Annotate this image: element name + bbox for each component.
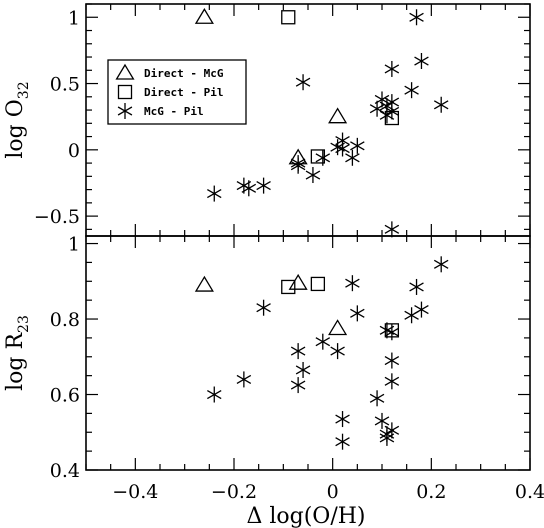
star-point bbox=[433, 96, 449, 113]
legend-triangle-icon bbox=[115, 63, 135, 80]
y-tick-label: 0 bbox=[68, 140, 80, 162]
star-point bbox=[350, 305, 365, 322]
star-point bbox=[409, 278, 424, 295]
star-point bbox=[335, 433, 350, 450]
y-tick-label: 0.4 bbox=[50, 460, 80, 482]
x-tick-label: −0.4 bbox=[112, 481, 158, 503]
y-tick-label: 0.5 bbox=[50, 74, 80, 96]
star-point bbox=[409, 9, 424, 26]
square-point bbox=[310, 276, 326, 292]
y-tick-label: −0.5 bbox=[34, 206, 80, 228]
legend-square-icon bbox=[117, 84, 133, 100]
star-point bbox=[315, 333, 331, 350]
y-axis-title-subscript: 23 bbox=[16, 315, 32, 333]
legend-label: Direct - Pil bbox=[144, 86, 223, 99]
y-axis-title: log R23 bbox=[3, 315, 32, 391]
triangle-point bbox=[288, 273, 308, 290]
star-point bbox=[295, 74, 311, 91]
star-point bbox=[374, 412, 390, 429]
star-point bbox=[207, 386, 222, 403]
star-point bbox=[414, 301, 429, 318]
star-point bbox=[384, 324, 400, 341]
y-tick-label: 0.6 bbox=[50, 385, 80, 407]
square-point bbox=[281, 279, 296, 295]
y-tick-label: 1 bbox=[68, 234, 80, 256]
y-axis-title-subscript: 32 bbox=[16, 81, 32, 99]
y-axis-title: log O32 bbox=[3, 81, 32, 158]
star-point bbox=[345, 149, 360, 166]
triangle-point bbox=[328, 319, 348, 336]
triangle-point bbox=[194, 7, 214, 24]
star-point bbox=[241, 180, 257, 197]
star-point bbox=[384, 103, 400, 120]
triangle-point bbox=[328, 107, 348, 124]
star-point bbox=[384, 422, 400, 439]
x-tick-label: 0.4 bbox=[515, 481, 544, 503]
star-point bbox=[315, 149, 331, 166]
legend-star-icon bbox=[117, 103, 133, 119]
star-point bbox=[384, 60, 400, 77]
y-axis-title-main: log O bbox=[3, 99, 28, 158]
star-point bbox=[330, 343, 345, 360]
star-point bbox=[290, 377, 306, 394]
star-point bbox=[207, 185, 222, 202]
star-point bbox=[290, 343, 306, 360]
legend-label: McG - Pil bbox=[144, 105, 204, 118]
y-tick-label: 0.8 bbox=[50, 309, 80, 331]
star-point bbox=[384, 373, 400, 390]
star-point bbox=[384, 221, 400, 238]
star-point bbox=[350, 137, 365, 154]
x-tick-label: 0 bbox=[327, 481, 339, 503]
star-point bbox=[290, 157, 306, 174]
star-point bbox=[414, 53, 429, 70]
legend: Direct - McG Direct - Pil McG - Pil bbox=[107, 59, 247, 125]
star-point bbox=[305, 167, 321, 184]
legend-label: Direct - McG bbox=[144, 67, 224, 80]
star-point bbox=[433, 256, 449, 273]
x-tick-label: −0.2 bbox=[211, 481, 257, 503]
star-point bbox=[256, 299, 271, 316]
star-point bbox=[335, 140, 350, 157]
y-tick-label: 1 bbox=[68, 7, 80, 29]
star-point bbox=[369, 390, 385, 407]
triangle-point bbox=[194, 275, 214, 292]
star-point bbox=[236, 371, 252, 388]
square-point bbox=[281, 10, 296, 25]
star-point bbox=[404, 307, 419, 324]
star-point bbox=[384, 352, 400, 369]
x-axis-title: Δ log(O/H) bbox=[246, 504, 365, 528]
star-point bbox=[404, 82, 419, 99]
star-point bbox=[335, 411, 350, 428]
bottom-panel-r23: −0.4 −0.2 0 0.2 0.4 0.4 0.6 0.8 1 log R23 Δ log(O/… bbox=[3, 234, 544, 528]
plot-frame bbox=[85, 235, 531, 471]
top-panel-o32: −0.5 0 0.5 1 log O32 bbox=[3, 3, 531, 238]
star-point bbox=[345, 275, 360, 292]
star-point bbox=[295, 361, 311, 378]
x-tick-label: 0.2 bbox=[416, 481, 446, 503]
y-axis-title-main: log R bbox=[3, 332, 28, 391]
star-point bbox=[256, 177, 271, 194]
